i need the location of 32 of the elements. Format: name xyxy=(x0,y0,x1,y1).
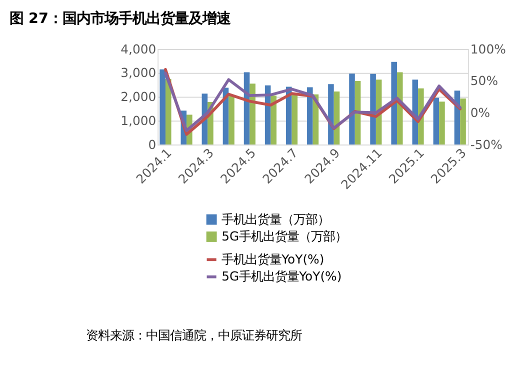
legend-label: 手机出货量（万部） xyxy=(222,211,330,226)
bar xyxy=(228,96,234,145)
bar xyxy=(433,98,440,145)
y-tick-label: 2,000 xyxy=(120,89,156,104)
y-tick-label: 4,000 xyxy=(120,41,156,56)
legend-label: 5G手机出货量（万部） xyxy=(222,228,348,244)
bar xyxy=(460,98,466,145)
bar xyxy=(250,84,256,145)
y-tick-label: 0 xyxy=(148,136,156,152)
y-tick-label: 3,000 xyxy=(120,65,156,80)
bar xyxy=(328,84,334,145)
bar xyxy=(396,72,403,145)
bar xyxy=(292,93,298,145)
bar xyxy=(391,62,397,145)
bar xyxy=(370,74,376,145)
y2-tick-label: 50% xyxy=(470,73,498,88)
bar xyxy=(349,74,355,145)
bar xyxy=(354,81,361,145)
text: 资料来源：中国信通院，中原证券研究所 xyxy=(86,327,302,342)
y2-tick-label: -50% xyxy=(470,136,503,152)
y2-tick-label: 100% xyxy=(470,41,506,56)
bar xyxy=(307,87,313,145)
bar xyxy=(439,102,445,145)
bar xyxy=(160,69,166,145)
bar xyxy=(270,96,277,145)
bar xyxy=(165,78,172,145)
y2-tick-label: 0% xyxy=(470,105,490,120)
legend-label: 5G手机出货量YoY(%) xyxy=(222,268,342,284)
legend-label: 手机出货量YoY(%) xyxy=(222,251,324,266)
chart-title: 图 27：国内市场手机出货量及增速 xyxy=(10,10,232,28)
y-tick-label: 1,000 xyxy=(120,112,156,128)
bar xyxy=(412,80,418,145)
